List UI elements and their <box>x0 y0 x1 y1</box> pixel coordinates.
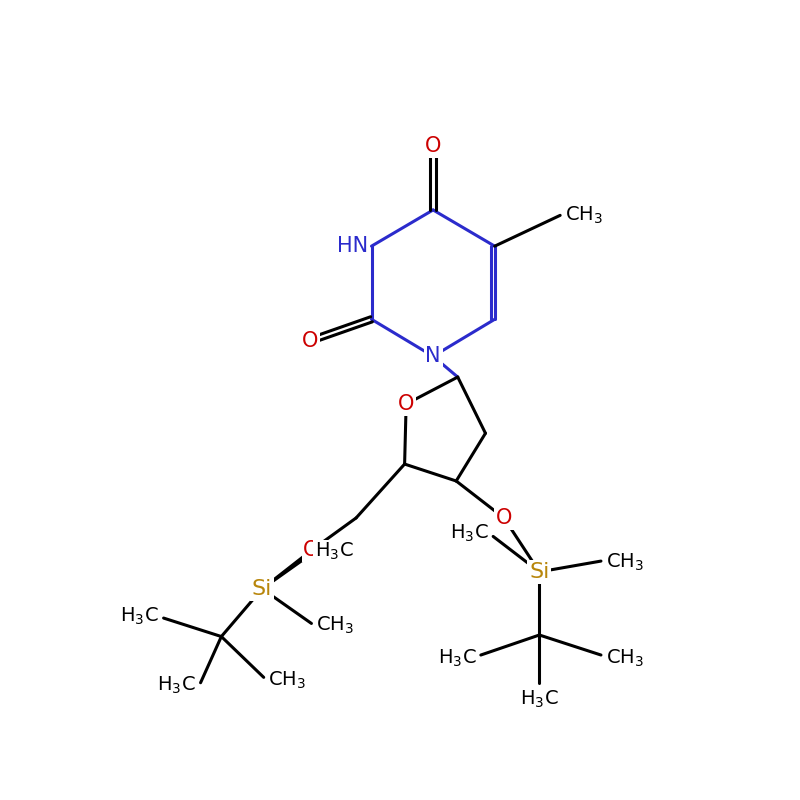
Text: CH$_3$: CH$_3$ <box>565 205 602 226</box>
Text: H$_3$C: H$_3$C <box>158 675 196 697</box>
Text: O: O <box>303 540 320 560</box>
Text: H$_3$C: H$_3$C <box>314 541 353 562</box>
Text: O: O <box>398 394 414 414</box>
Text: CH$_3$: CH$_3$ <box>606 552 643 574</box>
Text: Si: Si <box>529 562 550 582</box>
Text: H$_3$C: H$_3$C <box>520 689 558 710</box>
Text: HN: HN <box>338 236 369 256</box>
Text: CH$_3$: CH$_3$ <box>316 614 354 636</box>
Text: CH$_3$: CH$_3$ <box>606 647 643 669</box>
Text: H$_3$C: H$_3$C <box>438 647 476 669</box>
Text: Si: Si <box>252 579 272 598</box>
Text: O: O <box>302 331 318 351</box>
Text: CH$_3$: CH$_3$ <box>268 670 306 691</box>
Text: N: N <box>426 346 441 366</box>
Text: H$_3$C: H$_3$C <box>120 606 159 627</box>
Text: H$_3$C: H$_3$C <box>450 522 489 544</box>
Text: O: O <box>496 508 512 528</box>
Text: O: O <box>425 136 442 156</box>
